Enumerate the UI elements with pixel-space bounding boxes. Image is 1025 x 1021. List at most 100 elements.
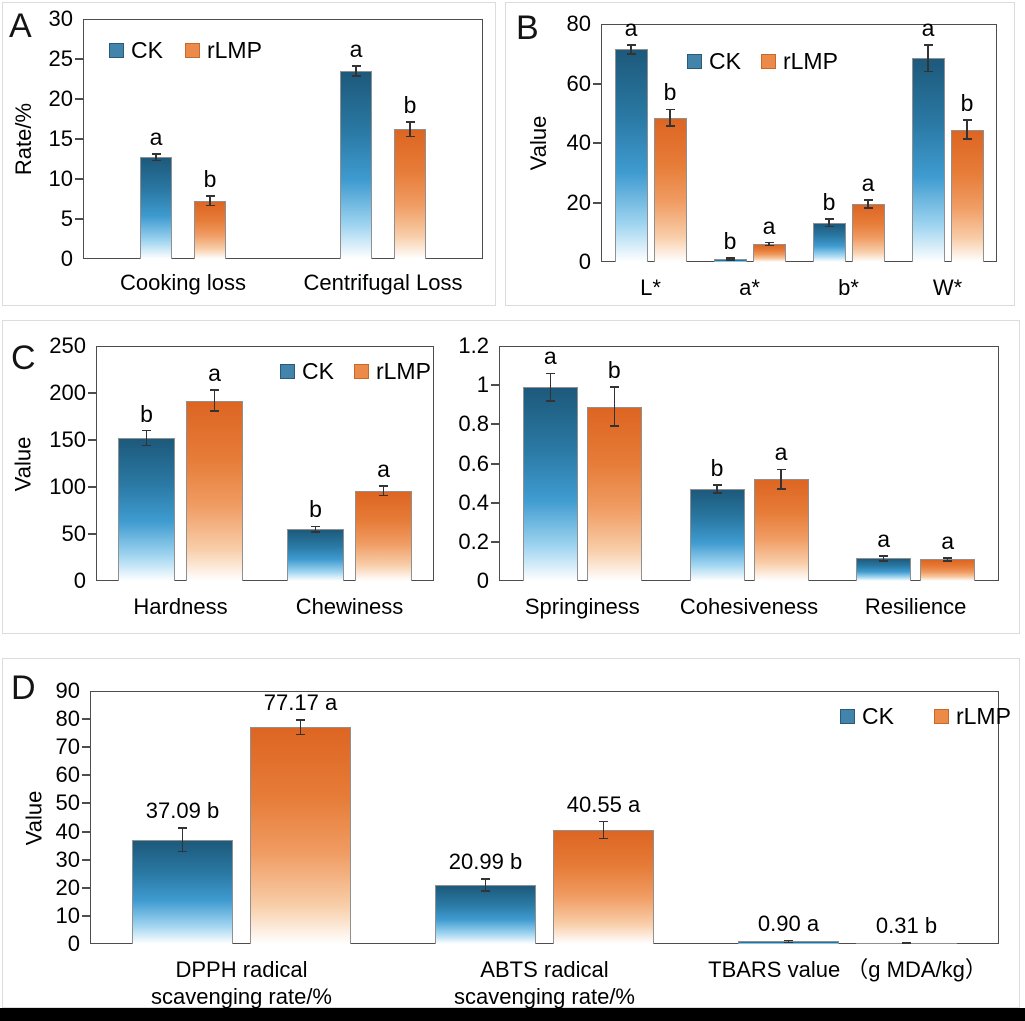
error-bar-cap-top [151,153,161,155]
legend-item-ck: CK [280,360,334,383]
bar-rlmp [950,129,984,262]
error-bar-line [155,154,157,161]
y-tick-label: 0.6 [458,450,489,476]
category-label: L* [640,275,661,300]
panel-b-box: B Value 0 20 40 60 80 a b L* b a a* b a b* a b W* CK rLMP [505,2,1015,306]
error-bar-cap-top [142,429,151,432]
panel-c-left-chart: Value 0 50 100 150 200 250 b a Hardness b a Chewines… [3,321,1019,633]
error-bar-cap-bottom [351,75,361,77]
error-bar-cap-bottom [776,488,786,490]
bar-ck [856,558,912,581]
panel-b-label: B [516,9,539,47]
y-tick-mark [491,501,499,504]
error-bar-cap-bottom [210,410,219,412]
bar-rlmp [194,200,226,259]
error-bar-cap-bottom [545,400,555,402]
error-bar-line [927,44,929,72]
panel-a-box: A Rate/% 0 5 10 15 20 25 30 a b Cooking loss a b Cent… [2,2,496,306]
error-bar-cap-bottom [863,207,873,209]
error-bar-cap-bottom [379,494,388,497]
error-bar-cap-bottom [311,531,320,533]
y-tick-label: 50 [61,521,86,546]
y-tick-mark [491,384,499,387]
y-tick-label: 0.2 [458,528,489,554]
sig-letter: a [377,456,390,483]
legend: CK rLMP [109,39,262,62]
legend-swatch [280,364,295,379]
error-bar-cap-bottom [205,204,215,207]
error-bar-line [382,486,385,496]
bar-rlmp [250,727,351,944]
error-bar-cap-top [962,119,972,121]
legend-label: rLMP [206,37,262,63]
plot-box [601,24,997,262]
error-bar-cap-bottom [824,225,834,228]
sig-letter: a [208,360,221,387]
error-bar-cap-bottom [599,837,608,840]
sig-letter: b [710,455,724,482]
error-bar-cap-top [626,44,636,46]
sig-letter: b [403,92,417,119]
error-bar-cap-top [764,241,774,244]
panel-c-label: C [11,339,36,377]
error-bar-cap-bottom [712,492,722,494]
y-tick-label: 200 [49,380,86,405]
error-bar-cap-bottom [902,942,911,945]
error-bar-cap-bottom [609,425,619,428]
y-tick-label: 80 [566,11,591,36]
error-bar-cap-bottom [764,244,774,247]
error-bar-line [780,469,782,489]
bar-rlmp [186,400,243,581]
y-tick-label: 20 [48,86,73,111]
sig-letter: b [960,90,974,117]
error-bar-cap-top [210,389,219,391]
category-label: a* [739,275,760,300]
error-bar-line [729,258,731,260]
sig-letter: b [140,400,153,427]
value-label: 20.99 b [448,848,523,874]
y-tick-label: 30 [48,6,73,31]
y-tick-label: 15 [48,126,73,151]
legend-swatch [353,364,369,379]
error-bar-line [209,195,211,206]
sig-letter: b [822,189,836,216]
error-bar-cap-top [725,257,735,259]
bar-ck [522,387,578,581]
error-bar-cap-bottom [665,125,675,127]
panel-b-chart: Value 0 20 40 60 80 a b L* b a a* b a b* a b W* CK rLMP [506,3,1014,305]
legend-item-ck: CK [687,50,741,73]
plot-box [96,346,434,581]
error-bar-cap-top [379,485,388,487]
category-label: Chewiness [295,594,404,619]
legend: CK rLMP [840,705,1011,728]
error-bar-cap-top [824,218,834,220]
plot-box [499,346,999,581]
y-tick-mark [82,746,90,749]
y-tick-mark [82,802,90,805]
bar-rlmp [355,490,412,581]
y-tick-label: 1.2 [458,333,489,358]
category-label: ABTS radical scavenging rate/% [454,957,635,1009]
legend-swatch [687,54,702,69]
error-bar-cap-top [405,121,415,123]
sig-letter: a [349,36,363,63]
error-bar-cap-top [311,525,320,528]
error-bar-cap-bottom [296,733,305,736]
panel-a-chart: Rate/% 0 5 10 15 20 25 30 a b Cooking loss a b Centri… [3,3,495,305]
legend-label: rLMP [955,703,1011,729]
error-bar-cap-top [863,199,873,201]
y-tick-mark [82,886,90,889]
y-tick-mark [75,218,83,220]
error-bar-cap-top [178,827,187,829]
y-tick-mark [88,486,96,488]
error-bar-cap-top [776,468,786,471]
panel-c-right-chart: 0 0.2 0.4 0.6 0.8 1 1.2 a b Springiness b a Cohesive… [3,321,1019,633]
error-bar-cap-top [943,557,953,559]
error-bar-cap-bottom [943,560,953,562]
error-bar-cap-bottom [879,560,889,562]
error-bar-cap-bottom [178,850,187,853]
y-tick-mark [593,201,601,204]
bar-rlmp [653,117,687,262]
y-tick-mark [82,830,90,833]
error-bar-line [716,485,718,493]
